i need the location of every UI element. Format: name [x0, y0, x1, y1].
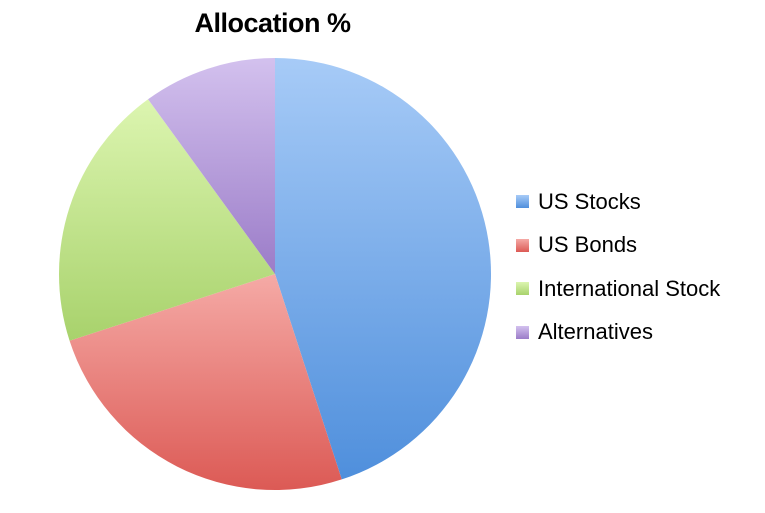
legend-swatch: [516, 325, 529, 339]
legend-swatch: [516, 195, 529, 209]
legend-item-us-stocks: US Stocks: [516, 180, 761, 224]
legend-swatch: [516, 282, 529, 296]
pie-slice-us-bonds: [69, 274, 342, 491]
pie-slice-alternatives: [148, 58, 275, 274]
legend-label: International Stock: [538, 275, 721, 301]
pie-slices: [58, 58, 492, 491]
chart-title: Allocation %: [194, 8, 351, 38]
pie-slice-international-stock: [58, 99, 275, 341]
legend-label: US Bonds: [538, 232, 638, 258]
chart-legend: US Stocks US Bonds International Stock A…: [516, 180, 761, 354]
legend-label: US Stocks: [538, 188, 641, 214]
legend-label: Alternatives: [538, 319, 653, 345]
legend-item-alternatives: Alternatives: [516, 311, 761, 355]
pie-slice-us-stocks: [275, 58, 492, 480]
legend-swatch: [516, 238, 529, 252]
legend-item-us-bonds: US Bonds: [516, 224, 761, 268]
legend-item-international-stock: International Stock: [516, 267, 761, 311]
